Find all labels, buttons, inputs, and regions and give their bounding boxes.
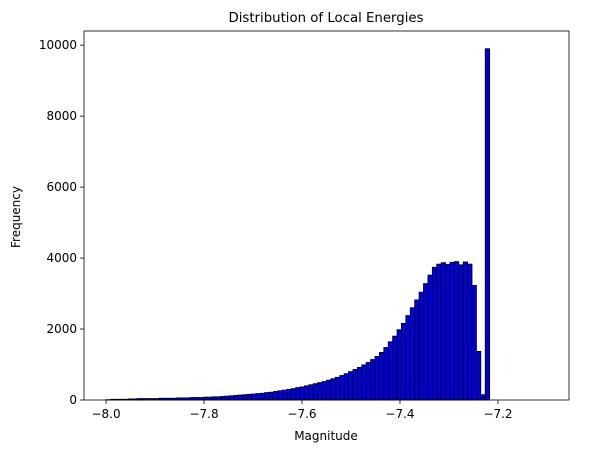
histogram-bar — [259, 392, 266, 401]
histogram-bar — [409, 307, 416, 401]
x-tick-label: −8.0 — [91, 407, 120, 421]
y-axis: 0 2000 4000 6000 8000 10000 — [39, 38, 84, 407]
y-tick-label: 4000 — [46, 251, 77, 265]
histogram-bar — [326, 379, 332, 401]
histogram-bar — [215, 396, 222, 401]
histogram-bar — [427, 274, 433, 401]
histogram-bar — [277, 390, 283, 401]
histogram-bar — [401, 322, 407, 401]
histogram-bar — [251, 393, 257, 401]
x-tick-label: −7.6 — [287, 407, 316, 421]
histogram-bar — [330, 378, 336, 401]
histogram-bar — [237, 394, 244, 401]
histogram-bar — [334, 376, 341, 401]
histogram-bar — [304, 385, 310, 401]
histogram-bar — [299, 386, 305, 401]
histogram-bar — [383, 347, 389, 401]
histogram-bar — [255, 393, 261, 401]
histogram-bar — [352, 369, 358, 401]
histogram-bar — [202, 396, 208, 401]
histogram-bar — [396, 329, 402, 401]
histogram-bar — [264, 392, 270, 401]
histogram-bar — [445, 264, 451, 401]
histogram-bar — [453, 261, 460, 401]
histogram-bar — [233, 394, 239, 401]
histogram-bar — [339, 375, 345, 401]
histogram-bar — [423, 283, 429, 401]
histogram-bar — [467, 263, 473, 401]
histogram-bar — [220, 396, 226, 401]
histogram-bar — [317, 382, 323, 401]
histogram-bar — [476, 350, 482, 401]
histogram-bar — [224, 395, 230, 401]
histogram-bar — [348, 371, 354, 401]
histogram-bar — [436, 263, 442, 401]
histogram-bar — [343, 373, 349, 401]
histogram-bar — [321, 381, 327, 401]
histogram-bar — [282, 389, 288, 401]
histogram-bar — [308, 384, 314, 401]
y-tick-label: 2000 — [46, 322, 77, 336]
chart-title: Distribution of Local Energies — [228, 11, 423, 26]
histogram-bar — [374, 355, 380, 401]
y-tick-label: 8000 — [46, 109, 77, 123]
histogram-bar — [246, 393, 252, 401]
histogram-bar — [268, 391, 274, 401]
x-tick-label: −7.4 — [385, 407, 414, 421]
x-axis-label: Magnitude — [294, 429, 358, 443]
plot-frame — [83, 30, 570, 401]
histogram-bar — [387, 341, 394, 401]
histogram-bar — [458, 264, 464, 401]
histogram-bar — [211, 396, 217, 401]
histogram-bar — [379, 352, 385, 401]
histogram-bar — [370, 359, 376, 401]
x-tick-label: −7.2 — [483, 407, 512, 421]
y-tick-label: 10000 — [39, 38, 77, 52]
histogram-bar — [207, 396, 213, 401]
histogram-bar — [414, 299, 420, 401]
y-axis-label: Frequency — [9, 186, 23, 248]
histogram-bar — [405, 315, 411, 401]
histogram-bar — [229, 395, 235, 401]
histogram-bar — [290, 388, 297, 401]
y-tick-label: 6000 — [46, 180, 77, 194]
x-axis: −8.0 −7.8 −7.6 −7.4 −7.2 — [91, 400, 513, 421]
histogram-bars — [105, 48, 491, 401]
histogram-bar — [286, 388, 292, 401]
histogram-bar — [365, 361, 371, 401]
histogram-bar — [418, 291, 424, 401]
histogram-bar — [273, 391, 279, 401]
histogram-bar — [361, 364, 367, 401]
histogram-bar — [462, 261, 468, 401]
histogram-bar — [431, 266, 438, 401]
y-tick-label: 0 — [69, 393, 77, 407]
histogram-bar — [312, 383, 319, 401]
histogram-bar — [356, 366, 363, 401]
histogram-bar — [449, 261, 455, 401]
x-tick-label: −7.8 — [189, 407, 218, 421]
histogram-bar — [471, 284, 477, 401]
histogram-bar — [295, 387, 301, 401]
histogram-bar — [440, 262, 446, 401]
histogram-bar — [484, 48, 491, 401]
histogram-bar — [480, 394, 486, 401]
histogram-bar — [392, 335, 398, 401]
histogram-bar — [242, 394, 248, 401]
